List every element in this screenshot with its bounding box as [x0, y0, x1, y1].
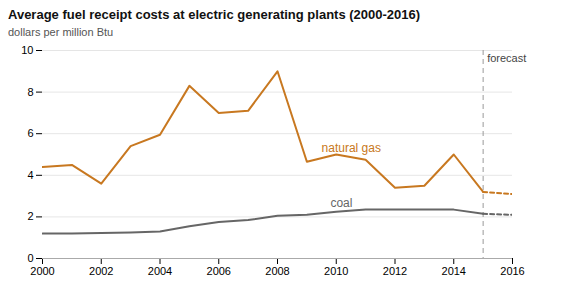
- svg-text:2002: 2002: [89, 265, 113, 277]
- svg-text:2014: 2014: [442, 265, 466, 277]
- svg-text:2012: 2012: [383, 265, 407, 277]
- svg-text:2: 2: [27, 210, 33, 222]
- svg-text:0: 0: [27, 252, 33, 264]
- svg-text:natural gas: natural gas: [322, 141, 381, 155]
- svg-text:2010: 2010: [324, 265, 348, 277]
- svg-text:2008: 2008: [265, 265, 289, 277]
- html-text:dollars per million Btu: dollars per million Btu: [8, 26, 114, 38]
- svg-text:8: 8: [27, 86, 33, 98]
- svg-text:4: 4: [27, 169, 33, 181]
- svg-text:2000: 2000: [30, 265, 54, 277]
- html-text:Average fuel receipt costs at: Average fuel receipt costs at electric g…: [8, 7, 421, 22]
- svg-text:10: 10: [21, 44, 33, 56]
- svg-text:coal: coal: [330, 196, 352, 210]
- svg-text:2016: 2016: [500, 265, 524, 277]
- svg-text:2004: 2004: [148, 265, 172, 277]
- svg-text:2006: 2006: [207, 265, 231, 277]
- svg-text:6: 6: [27, 127, 33, 139]
- svg-text:forecast: forecast: [487, 52, 526, 64]
